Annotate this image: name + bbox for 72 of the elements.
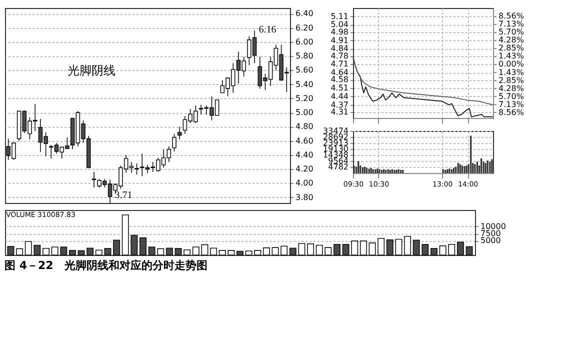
bar — [166, 248, 173, 256]
bar — [16, 248, 24, 256]
y-tick-label: 4782 — [328, 162, 348, 172]
y2-tick-label: 2.85% — [498, 76, 524, 85]
y2-tick-label: 5.70% — [498, 92, 524, 101]
y-tick-label: 4.98 — [330, 27, 348, 36]
y-tick-label: 5.40 — [296, 80, 314, 89]
y2-tick-label: 7.13% — [498, 20, 524, 29]
y-tick-label: 4.44 — [330, 92, 348, 101]
candlestick — [134, 163, 139, 176]
y-tick-label: 5.04 — [330, 20, 348, 30]
bar — [404, 236, 412, 256]
y2-tick-label: 1.43% — [498, 68, 524, 77]
y2-tick-label: 8.56% — [498, 108, 524, 117]
candlestick — [92, 172, 96, 188]
bar — [307, 243, 314, 256]
bar — [68, 250, 76, 256]
y2-tick-label: 7.13% — [498, 100, 524, 109]
y2-tick-label: 8.56% — [498, 12, 524, 20]
bar — [113, 240, 120, 256]
annotation: 3.71 — [114, 190, 132, 201]
y-tick-label: 4.60 — [296, 136, 314, 146]
bar — [42, 248, 50, 256]
y-tick-label: 6.20 — [296, 23, 314, 32]
y2-tick-label: 5.70% — [498, 28, 524, 37]
annotation: 6.16 — [258, 24, 276, 36]
y-tick-label: 5000 — [480, 236, 501, 246]
y2-tick-label: 1.43% — [498, 52, 524, 61]
y-tick-label: 7500 — [480, 229, 501, 238]
y-tick-label: 5.20 — [296, 94, 314, 103]
y-tick-label: 5.60 — [296, 66, 314, 75]
y2-tick-label: 4.28% — [498, 36, 524, 45]
y-tick-label: 4.40 — [296, 150, 314, 160]
y-tick-label: 4.51 — [330, 84, 348, 93]
y-tick-label: 4.71 — [330, 60, 348, 69]
y-tick-label: 4.20 — [296, 164, 314, 174]
candlestick — [177, 126, 182, 140]
y-tick-label: 4.80 — [296, 122, 314, 132]
y-tick-label: 4.37 — [330, 100, 348, 110]
text: 图 4－22 光脚阴线和对应的分时走势图 — [4, 258, 208, 272]
bar — [466, 246, 473, 256]
y-tick-label: 4.78 — [330, 51, 348, 60]
bar — [210, 248, 218, 256]
y-tick-label: 4.31 — [330, 108, 348, 117]
y-tick-label: 4.00 — [296, 178, 314, 188]
line-series — [352, 58, 494, 106]
y-tick-label: 33474 — [323, 126, 348, 136]
bar — [430, 248, 438, 256]
y2-tick-label: 0.00% — [498, 60, 524, 69]
bar — [236, 250, 244, 256]
bar — [7, 246, 14, 256]
y2-tick-label: 4.28% — [498, 84, 524, 93]
y-tick-label: 5.11 — [330, 12, 348, 21]
bar — [456, 242, 464, 256]
y-tick-label: 4.91 — [330, 36, 348, 45]
bar — [360, 240, 367, 256]
y2-tick-label: 2.85% — [498, 44, 524, 53]
bar — [262, 247, 270, 256]
y-tick-label: 6.00 — [296, 37, 314, 46]
y-tick-label: 5.80 — [296, 52, 314, 61]
y-tick-label: 4.84 — [330, 44, 348, 54]
y-tick-label: 6.40 — [296, 9, 314, 18]
candlestick — [172, 133, 176, 152]
y-tick-label: 9564 — [328, 156, 348, 166]
bar — [334, 244, 340, 256]
y-tick-label: 5.00 — [296, 108, 314, 118]
annotation: 光脚阴线 — [68, 63, 116, 78]
y-tick-label: 10000 — [480, 222, 506, 231]
y-tick-label: 3.80 — [296, 192, 314, 202]
bar — [140, 237, 146, 256]
y-tick-label: 4.64 — [330, 68, 348, 78]
y-tick-label: 4.58 — [330, 75, 348, 84]
